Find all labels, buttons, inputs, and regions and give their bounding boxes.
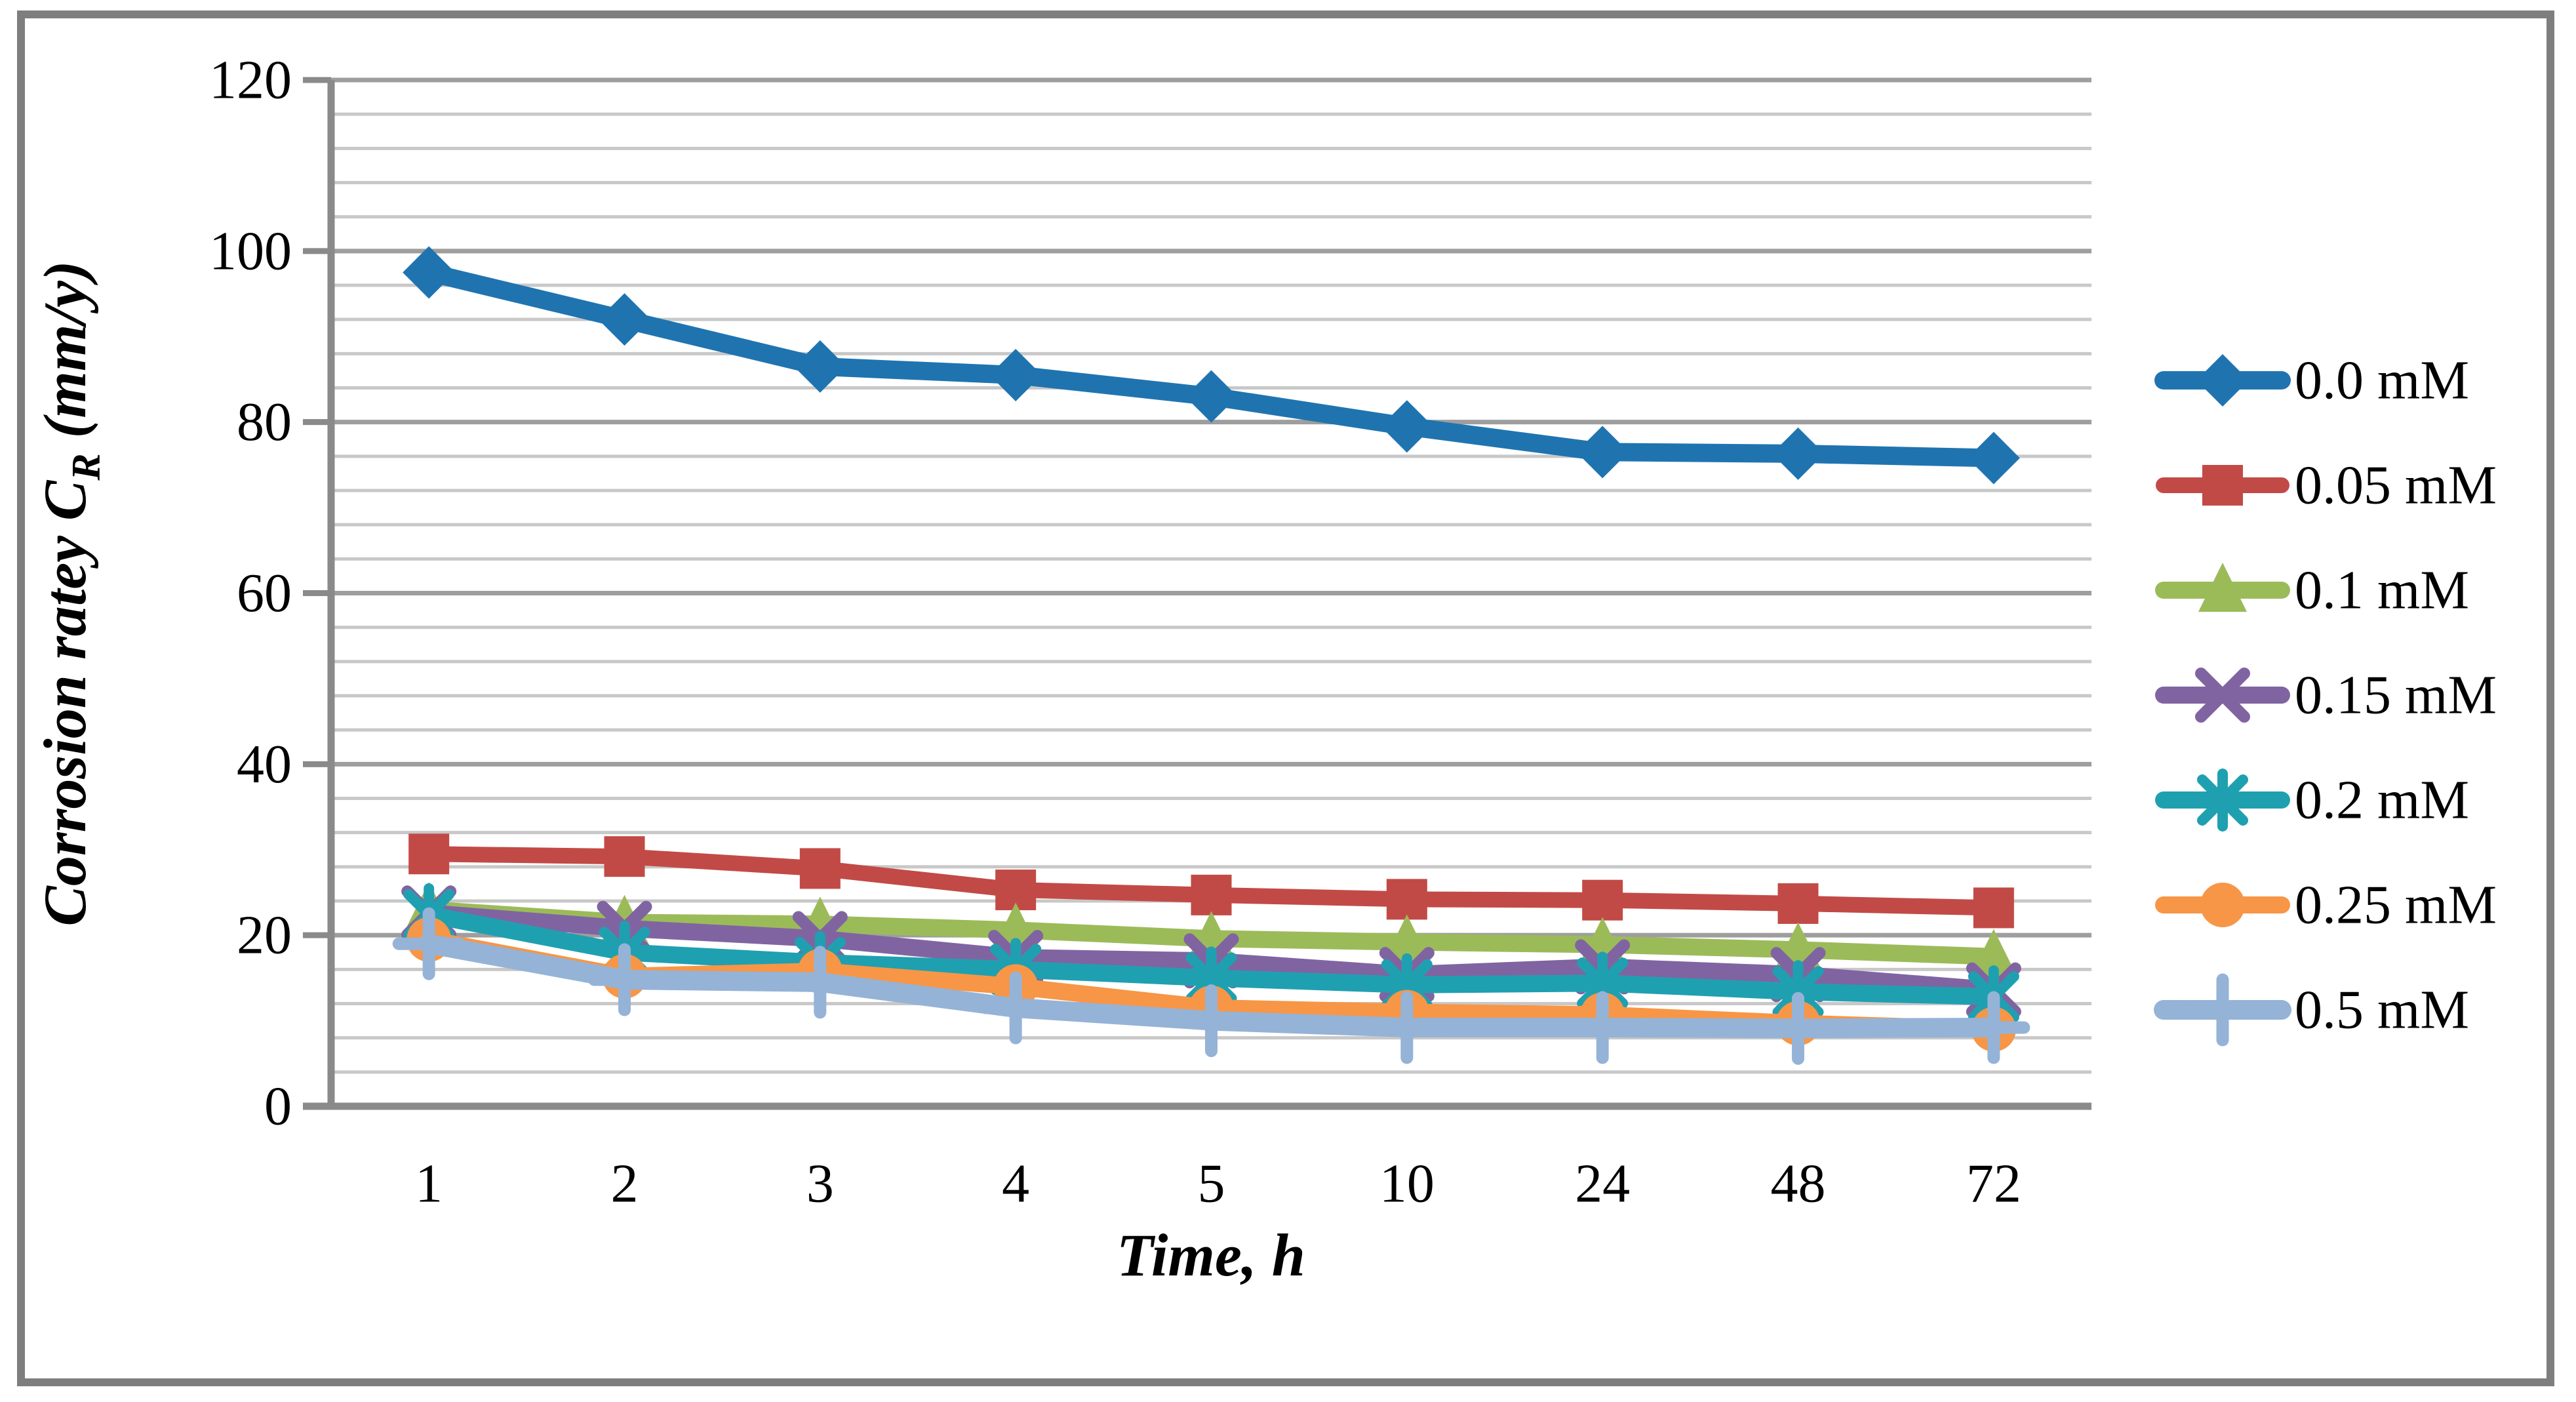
legend-item-0-0-mM: 0.0 mM bbox=[2154, 350, 2469, 411]
x-tick-label: 4 bbox=[1002, 1153, 1029, 1214]
figure-border bbox=[17, 10, 2554, 1386]
marker-plus-icon bbox=[1370, 991, 1444, 1064]
legend-label: 0.1 mM bbox=[2295, 560, 2469, 621]
marker-square-icon bbox=[2202, 465, 2243, 506]
x-tick-label: 10 bbox=[1379, 1153, 1435, 1214]
legend-label: 0.25 mM bbox=[2295, 875, 2497, 936]
marker-square-icon bbox=[1386, 879, 1427, 920]
series-0-5-mM bbox=[392, 907, 2031, 1065]
marker-plus-icon bbox=[783, 946, 857, 1019]
marker-diamond-icon bbox=[1576, 426, 1629, 479]
marker-square-icon bbox=[799, 848, 841, 889]
marker-plus-icon bbox=[2186, 973, 2259, 1047]
marker-square-icon bbox=[1191, 874, 1232, 915]
legend-item-0-5-mM: 0.5 mM bbox=[2154, 973, 2469, 1047]
y-tick-label: 20 bbox=[237, 905, 292, 966]
legend-label: 0.05 mM bbox=[2295, 455, 2497, 516]
y-tick-label: 40 bbox=[237, 734, 292, 795]
x-tick-label: 3 bbox=[806, 1153, 834, 1214]
marker-diamond-icon bbox=[1185, 370, 1238, 423]
marker-diamond-icon bbox=[989, 348, 1042, 401]
series-0-0-mM bbox=[403, 246, 2020, 485]
marker-diamond-icon bbox=[2196, 354, 2249, 407]
marker-triangle-icon bbox=[1382, 914, 1431, 964]
legend-item-0-2-mM: 0.2 mM bbox=[2155, 769, 2469, 831]
marker-circle-icon bbox=[2200, 883, 2245, 927]
legend-item-0-25-mM: 0.25 mM bbox=[2155, 875, 2497, 936]
marker-plus-icon bbox=[1957, 991, 2031, 1064]
series-0-05-mM bbox=[408, 833, 2014, 929]
marker-diamond-icon bbox=[1967, 431, 2020, 485]
y-axis-title: Corrosion ratey CR (mm/y) bbox=[31, 260, 109, 926]
y-tick-label: 120 bbox=[209, 50, 292, 111]
x-axis-title: Time, h bbox=[1117, 1222, 1305, 1289]
x-tick-label: 24 bbox=[1575, 1153, 1630, 1214]
y-tick-label: 0 bbox=[264, 1076, 292, 1137]
marker-diamond-icon bbox=[598, 293, 651, 346]
legend-label: 0.5 mM bbox=[2295, 980, 2469, 1041]
marker-plus-icon bbox=[1762, 991, 1834, 1065]
marker-plus-icon bbox=[392, 907, 466, 980]
legend-item-0-05-mM: 0.05 mM bbox=[2156, 455, 2497, 516]
y-tick-label: 60 bbox=[237, 563, 292, 624]
marker-square-icon bbox=[408, 833, 450, 875]
y-tick-label: 100 bbox=[209, 220, 292, 281]
marker-diamond-icon bbox=[793, 340, 846, 393]
axes: 0 20 40 60 80 100 120 1 2 3 4 5 10 24 48 72 bbox=[209, 50, 2091, 1214]
marker-triangle-icon bbox=[1969, 929, 2018, 978]
x-tick-label: 5 bbox=[1198, 1153, 1225, 1214]
marker-x-icon bbox=[2195, 668, 2250, 723]
marker-triangle-icon bbox=[2198, 563, 2247, 612]
legend-label: 0.0 mM bbox=[2295, 350, 2469, 411]
marker-square-icon bbox=[604, 836, 645, 877]
x-tick-label: 1 bbox=[415, 1153, 443, 1214]
legend-item-0-1-mM: 0.1 mM bbox=[2155, 560, 2469, 621]
series-line-0-0-mM bbox=[420, 263, 2003, 468]
y-tick-label: 80 bbox=[237, 391, 292, 452]
marker-asterisk-icon bbox=[2197, 769, 2248, 831]
x-tick-label: 2 bbox=[611, 1153, 639, 1214]
marker-diamond-icon bbox=[403, 246, 456, 299]
marker-square-icon bbox=[1777, 883, 1819, 924]
legend-item-0-15-mM: 0.15 mM bbox=[2155, 665, 2497, 726]
legend-label: 0.2 mM bbox=[2295, 770, 2469, 831]
legend: 0.0 mM 0.05 mM 0.1 mM 0.15 mM 0.2 mM 0.25 mM 0… bbox=[2154, 350, 2497, 1047]
marker-diamond-icon bbox=[1772, 427, 1825, 480]
marker-diamond-icon bbox=[1380, 400, 1433, 453]
marker-plus-icon bbox=[1175, 984, 1248, 1058]
marker-plus-icon bbox=[979, 971, 1052, 1045]
x-tick-label: 72 bbox=[1966, 1153, 2021, 1214]
marker-square-icon bbox=[1973, 887, 2014, 929]
marker-square-icon bbox=[1582, 879, 1623, 921]
x-tick-label: 48 bbox=[1771, 1153, 1826, 1214]
legend-label: 0.15 mM bbox=[2295, 665, 2497, 726]
marker-plus-icon bbox=[588, 943, 661, 1016]
marker-plus-icon bbox=[1566, 991, 1639, 1064]
